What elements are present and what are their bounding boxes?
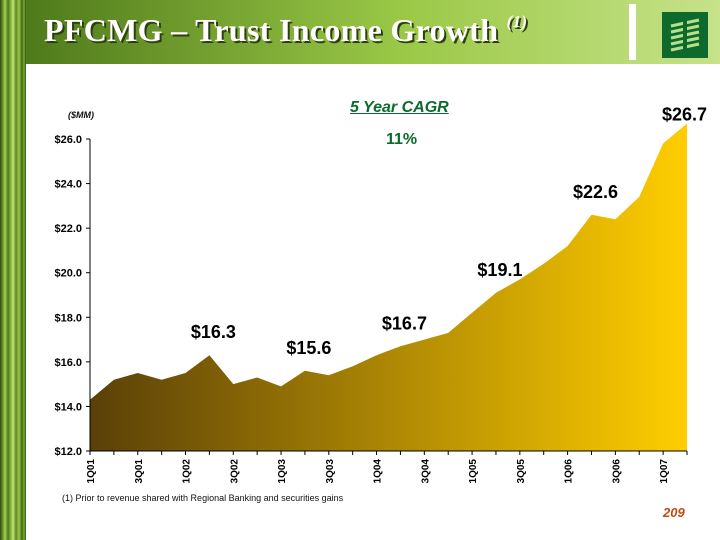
company-logo-icon bbox=[662, 12, 708, 58]
x-tick-label: 3Q02 bbox=[229, 459, 240, 484]
title-footnote-marker: (1) bbox=[506, 12, 528, 31]
y-tick-label: $22.0 bbox=[54, 223, 82, 235]
x-tick-label: 1Q05 bbox=[468, 459, 479, 484]
page-number: 209 bbox=[663, 505, 685, 520]
data-label: $16.3 bbox=[191, 322, 236, 342]
slide-title: PFCMG – Trust Income Growth (1) bbox=[44, 12, 527, 49]
data-label: $15.6 bbox=[286, 338, 331, 358]
x-tick-label: 1Q06 bbox=[564, 459, 575, 484]
y-tick-label: $12.0 bbox=[54, 446, 82, 458]
cagr-label: 5 Year CAGR bbox=[350, 99, 449, 116]
footnote: (1) Prior to revenue shared with Regiona… bbox=[62, 493, 344, 503]
x-tick-label: 1Q07 bbox=[659, 459, 670, 484]
x-tick-label: 1Q02 bbox=[182, 459, 193, 484]
income-area bbox=[90, 123, 687, 452]
x-tick-label: 3Q03 bbox=[325, 459, 336, 484]
data-label: $22.6 bbox=[573, 182, 618, 202]
x-tick-label: 3Q04 bbox=[420, 459, 431, 484]
x-tick-label: 3Q01 bbox=[134, 459, 145, 484]
y-tick-label: $20.0 bbox=[54, 268, 82, 280]
data-label: $19.1 bbox=[477, 260, 522, 280]
header-divider-bar bbox=[629, 4, 636, 60]
x-tick-label: 3Q06 bbox=[611, 459, 622, 484]
cagr-value: 11% bbox=[386, 131, 418, 148]
y-tick-label: $14.0 bbox=[54, 401, 82, 413]
y-tick-label: $16.0 bbox=[54, 357, 82, 369]
title-banner bbox=[26, 0, 720, 64]
data-label: $16.7 bbox=[382, 313, 427, 333]
y-axis-unit-label: ($MM) bbox=[68, 110, 94, 120]
y-tick-label: $26.0 bbox=[54, 134, 82, 146]
x-tick-label: 3Q05 bbox=[516, 459, 527, 484]
y-tick-label: $18.0 bbox=[54, 312, 82, 324]
x-tick-label: 1Q03 bbox=[277, 459, 288, 484]
data-label: $26.7 bbox=[662, 104, 707, 124]
x-tick-label: 1Q01 bbox=[86, 459, 97, 484]
left-decorative-stripes bbox=[0, 0, 26, 540]
y-tick-label: $24.0 bbox=[54, 179, 82, 191]
x-tick-label: 1Q04 bbox=[373, 459, 384, 484]
slide-title-text: PFCMG – Trust Income Growth bbox=[44, 12, 499, 48]
